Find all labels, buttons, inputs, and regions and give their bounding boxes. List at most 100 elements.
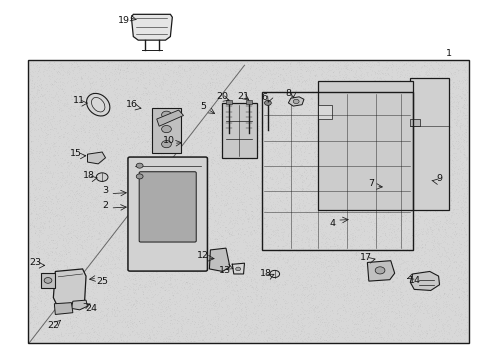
Point — [228, 292, 236, 297]
Point — [413, 216, 421, 221]
Point — [348, 236, 356, 242]
Point — [300, 298, 307, 303]
Point — [101, 261, 108, 267]
Point — [138, 256, 145, 262]
Point — [409, 69, 417, 75]
Point — [109, 210, 117, 216]
Point — [234, 334, 242, 340]
Point — [442, 258, 449, 264]
Point — [426, 146, 433, 152]
Point — [176, 328, 184, 334]
Point — [133, 142, 141, 148]
Point — [427, 147, 435, 153]
Point — [318, 125, 325, 131]
Point — [325, 236, 333, 242]
Point — [457, 220, 465, 226]
Point — [272, 271, 280, 277]
Point — [458, 295, 466, 301]
Point — [349, 197, 357, 202]
Point — [177, 172, 185, 178]
Point — [253, 251, 261, 256]
Point — [178, 280, 185, 286]
Point — [450, 285, 458, 291]
Point — [202, 60, 210, 66]
Point — [52, 305, 60, 311]
Point — [209, 211, 217, 217]
Point — [173, 255, 181, 261]
Point — [120, 283, 128, 288]
Point — [62, 296, 70, 302]
Point — [462, 292, 470, 298]
Point — [351, 99, 359, 105]
Point — [59, 193, 67, 199]
Point — [358, 137, 366, 143]
Point — [58, 86, 65, 91]
Point — [221, 255, 229, 261]
Point — [85, 81, 93, 87]
Point — [132, 85, 140, 90]
Point — [205, 282, 213, 287]
Point — [296, 259, 304, 265]
Point — [394, 117, 402, 123]
Point — [332, 188, 340, 194]
Point — [203, 125, 211, 130]
Point — [112, 183, 120, 189]
Point — [440, 171, 447, 177]
Point — [199, 128, 207, 134]
Point — [125, 94, 133, 100]
Point — [118, 164, 125, 170]
Point — [160, 188, 167, 193]
Point — [58, 156, 66, 161]
Point — [169, 149, 177, 155]
Point — [410, 315, 418, 321]
Point — [213, 170, 221, 176]
Point — [210, 217, 218, 223]
Point — [250, 224, 258, 230]
Point — [150, 59, 158, 65]
Point — [340, 233, 348, 239]
Point — [64, 333, 72, 338]
Point — [379, 161, 386, 167]
Point — [358, 278, 366, 283]
Point — [380, 151, 388, 157]
Point — [307, 167, 315, 172]
Point — [295, 96, 303, 102]
Point — [160, 179, 167, 184]
Point — [206, 163, 214, 168]
Point — [381, 314, 389, 320]
Point — [345, 190, 352, 196]
Point — [442, 161, 450, 166]
Point — [252, 287, 260, 293]
Point — [199, 69, 206, 75]
Point — [185, 162, 193, 168]
Point — [318, 178, 326, 184]
Point — [201, 238, 208, 244]
Point — [379, 162, 386, 168]
Point — [384, 125, 392, 131]
Point — [218, 176, 225, 182]
Point — [164, 213, 172, 219]
Point — [352, 258, 360, 264]
Point — [182, 279, 190, 285]
Point — [173, 208, 181, 213]
Point — [58, 315, 65, 321]
Point — [168, 77, 176, 83]
Point — [254, 134, 262, 140]
Point — [153, 238, 161, 244]
Point — [50, 115, 58, 121]
Point — [290, 100, 298, 105]
Point — [153, 203, 161, 209]
Point — [189, 124, 197, 130]
Point — [130, 96, 138, 102]
Point — [399, 272, 407, 278]
Point — [437, 202, 445, 208]
Point — [79, 162, 87, 167]
Point — [190, 185, 198, 191]
Point — [399, 267, 407, 273]
Point — [102, 133, 109, 139]
Point — [66, 297, 74, 303]
Point — [275, 202, 283, 207]
Point — [310, 145, 318, 150]
Point — [368, 145, 376, 150]
Point — [86, 273, 94, 279]
